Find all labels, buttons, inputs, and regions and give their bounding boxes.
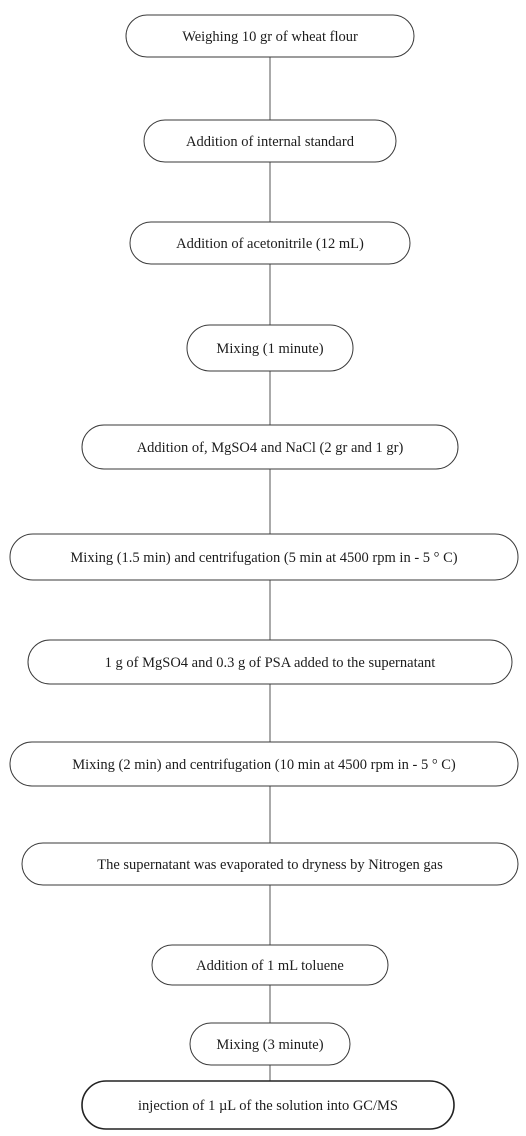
step-7: 1 g of MgSO4 and 0.3 g of PSA added to t…	[27, 639, 513, 685]
step-9: The supernatant was evaporated to drynes…	[21, 842, 519, 886]
step-11-box	[189, 1022, 351, 1066]
step-11: Mixing (3 minute)	[189, 1022, 351, 1066]
step-9-label: The supernatant was evaporated to drynes…	[97, 857, 443, 873]
step-10-label: Addition of 1 mL toluene	[196, 958, 344, 974]
step-7-label: 1 g of MgSO4 and 0.3 g of PSA added to t…	[105, 655, 436, 671]
step-6-box	[9, 533, 519, 581]
step-5-label: Addition of, MgSO4 and NaCl (2 gr and 1 …	[137, 440, 404, 456]
step-4-label: Mixing (1 minute)	[216, 341, 323, 357]
step-4-box	[186, 324, 354, 372]
step-5-box	[81, 424, 459, 470]
step-7-box	[27, 639, 513, 685]
step-1-label: Weighing 10 gr of wheat flour	[182, 29, 358, 45]
step-3-label: Addition of acetonitrile (12 mL)	[176, 236, 364, 252]
step-11-label: Mixing (3 minute)	[216, 1037, 323, 1053]
step-2-label: Addition of internal standard	[186, 134, 355, 150]
step-10-box	[151, 944, 389, 986]
step-10: Addition of 1 mL toluene	[151, 944, 389, 986]
step-8-box	[9, 741, 519, 787]
step-2-box	[143, 119, 397, 163]
step-4: Mixing (1 minute)	[186, 324, 354, 372]
step-3: Addition of acetonitrile (12 mL)	[129, 221, 411, 265]
step-6: Mixing (1.5 min) and centrifugation (5 m…	[9, 533, 519, 581]
step-1-box	[125, 14, 415, 58]
step-2: Addition of internal standard	[143, 119, 397, 163]
step-12-label: injection of 1 µL of the solution into G…	[138, 1098, 398, 1114]
step-1: Weighing 10 gr of wheat flour	[125, 14, 415, 58]
step-8: Mixing (2 min) and centrifugation (10 mi…	[9, 741, 519, 787]
step-12: injection of 1 µL of the solution into G…	[81, 1080, 455, 1130]
step-8-label: Mixing (2 min) and centrifugation (10 mi…	[72, 757, 456, 773]
step-3-box	[129, 221, 411, 265]
step-12-box	[81, 1080, 455, 1130]
step-6-label: Mixing (1.5 min) and centrifugation (5 m…	[70, 550, 457, 566]
step-5: Addition of, MgSO4 and NaCl (2 gr and 1 …	[81, 424, 459, 470]
step-9-box	[21, 842, 519, 886]
